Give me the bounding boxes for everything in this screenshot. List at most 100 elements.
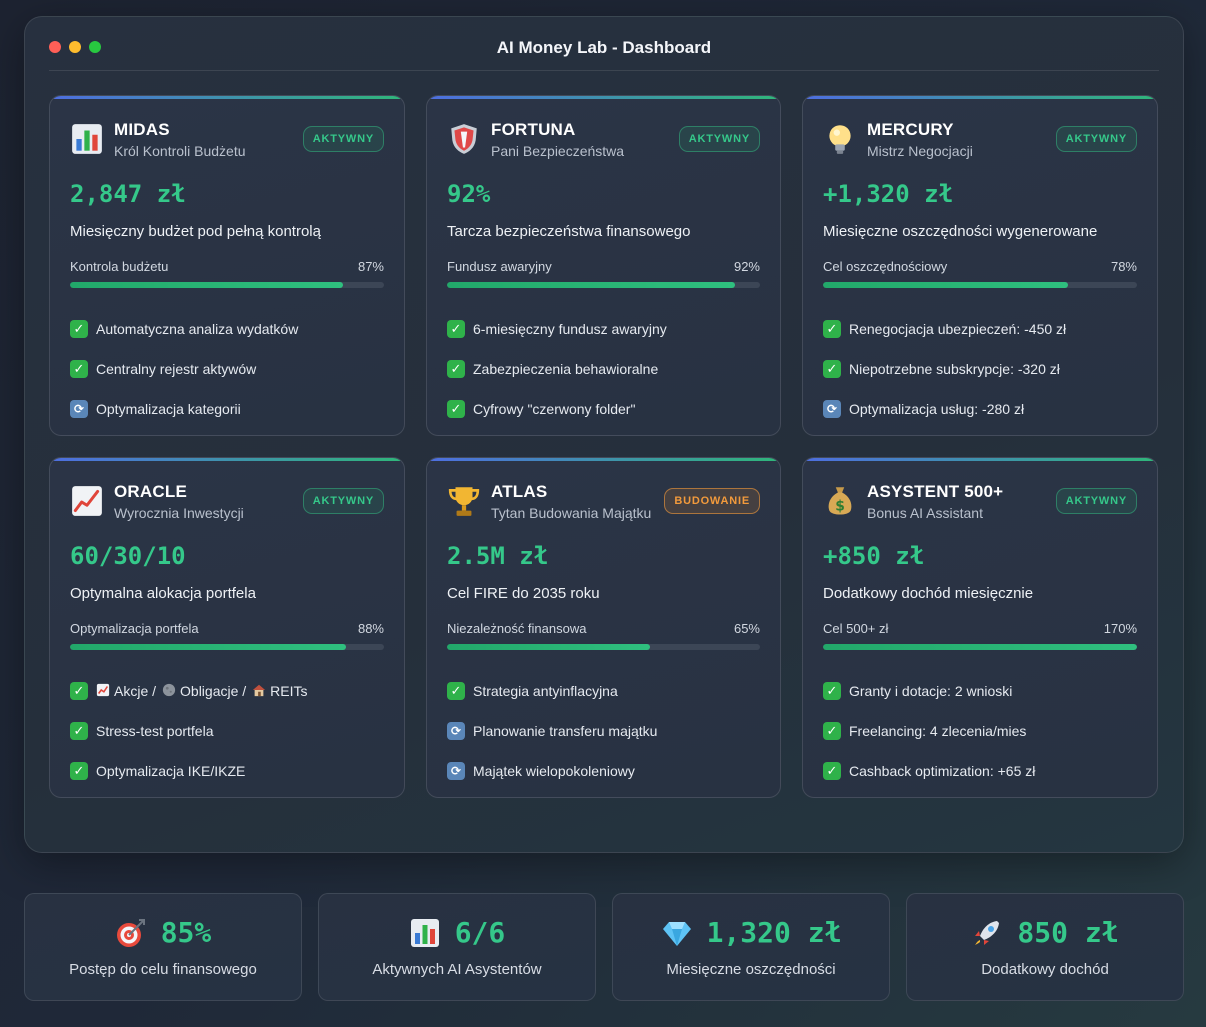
status-badge: BUDOWANIE — [664, 488, 760, 514]
bar-chart-icon — [70, 122, 104, 156]
target-icon — [115, 917, 147, 949]
checkmark-icon: ✓ — [823, 762, 841, 780]
progress-label: Cel 500+ zł — [823, 621, 889, 636]
feature-item: ⟳ Optymalizacja kategorii — [70, 389, 394, 429]
feature-text: Zabezpieczenia behawioralne — [473, 361, 659, 377]
assistant-card[interactable]: MERCURY Mistrz Negocjacji AKTYWNY +1,320 zł… — [802, 95, 1158, 436]
feature-part-text: Obligacje / — [180, 683, 247, 699]
assistant-card-grid: MIDAS Król Kontroli Budżetu AKTYWNY 2,847 z… — [49, 95, 1158, 798]
feature-list: ✓ Strategia antyinflacyjna ⟳ Planowanie tra… — [447, 671, 770, 791]
progress-bar-fill — [447, 644, 651, 650]
light-bulb-icon — [823, 122, 857, 156]
progress-value: 88% — [357, 621, 384, 636]
card-subtitle: Król Kontroli Budżetu — [114, 143, 246, 159]
feature-text: Majątek wielopokoleniowy — [473, 763, 635, 779]
card-description: Optymalna alokacja portfela — [70, 585, 256, 602]
assistant-card[interactable]: MIDAS Król Kontroli Budżetu AKTYWNY 2,847 z… — [49, 95, 405, 436]
checkmark-icon: ✓ — [823, 682, 841, 700]
card-subtitle: Bonus AI Assistant — [867, 505, 983, 521]
feature-item: ✓ Zabezpieczenia behawioralne — [447, 349, 770, 389]
progress-bar-fill — [447, 282, 735, 288]
card-description: Miesięczne oszczędności wygenerowane — [823, 223, 1098, 240]
progress-value: 92% — [733, 259, 760, 274]
feature-text: Granty i dotacje: 2 wnioski — [849, 683, 1013, 699]
status-badge: AKTYWNY — [1055, 126, 1137, 152]
feature-item: ⟳ Majątek wielopokoleniowy — [447, 751, 770, 791]
card-metric: 2,847 zł — [70, 180, 186, 208]
status-badge: AKTYWNY — [678, 126, 760, 152]
feature-text: Planowanie transferu majątku — [473, 723, 658, 739]
assistant-card[interactable]: FORTUNA Pani Bezpieczeństwa AKTYWNY 92% Tarc… — [426, 95, 781, 436]
card-title: ASYSTENT 500+ — [867, 482, 1004, 501]
bar-chart-icon — [409, 917, 441, 949]
feature-text: 6-miesięczny fundusz awaryjny — [473, 321, 667, 337]
progress-label: Fundusz awaryjny — [447, 259, 552, 274]
progress-bar-fill — [70, 644, 347, 650]
feature-list: ✓ Automatyczna analiza wydatków ✓ Centralny… — [70, 309, 394, 429]
assistant-card[interactable]: ORACLE Wyrocznia Inwestycji AKTYWNY 60/30/1… — [49, 457, 405, 798]
card-header: MERCURY Mistrz Negocjacji AKTYWNY — [823, 120, 1137, 160]
card-title: MIDAS — [114, 120, 170, 139]
checkmark-icon: ✓ — [823, 360, 841, 378]
close-window-button[interactable] — [49, 41, 61, 53]
card-metric: +1,320 zł — [823, 180, 954, 208]
feature-text: Optymalizacja kategorii — [96, 401, 241, 417]
card-title: MERCURY — [867, 120, 954, 139]
sync-icon: ⟳ — [447, 722, 465, 740]
minimize-window-button[interactable] — [69, 41, 81, 53]
checkmark-icon: ✓ — [823, 722, 841, 740]
progress-label: Kontrola budżetu — [70, 259, 169, 274]
shield-icon — [447, 122, 481, 156]
stat-value: 85% — [160, 916, 212, 949]
progress-bar — [70, 282, 384, 288]
feature-item: ⟳ Optymalizacja usług: -280 zł — [823, 389, 1147, 429]
card-subtitle: Pani Bezpieczeństwa — [491, 143, 625, 159]
checkmark-icon: ✓ — [70, 360, 88, 378]
card-header: ORACLE Wyrocznia Inwestycji AKTYWNY — [70, 482, 384, 522]
feature-item: ✓ Cyfrowy "czerwony folder" — [447, 389, 770, 429]
card-title: ATLAS — [491, 482, 548, 501]
card-description: Cel FIRE do 2035 roku — [447, 585, 600, 602]
feature-text: Centralny rejestr aktywów — [96, 361, 257, 377]
feature-item: ✓ 6-miesięczny fundusz awaryjny — [447, 309, 770, 349]
feature-text: Optymalizacja usług: -280 zł — [849, 401, 1025, 417]
checkmark-icon: ✓ — [70, 682, 88, 700]
money-bag-icon: $ — [823, 484, 857, 518]
card-header: MIDAS Król Kontroli Budżetu AKTYWNY — [70, 120, 384, 160]
feature-item: ✓ Granty i dotacje: 2 wnioski — [823, 671, 1147, 711]
card-header: $ ASYSTENT 500+ Bonus AI Assistant AKTYWNY — [823, 482, 1137, 522]
progress-bar — [823, 282, 1137, 288]
feature-item: ✓ Akcje / Obligacje / REITs — [70, 671, 394, 711]
checkmark-icon: ✓ — [447, 320, 465, 338]
feature-text: Cashback optimization: +65 zł — [849, 763, 1036, 779]
feature-item: ✓ Strategia antyinflacyjna — [447, 671, 770, 711]
feature-list: ✓ Akcje / Obligacje / REITs ✓ Stress-test por… — [70, 671, 394, 791]
assistant-card[interactable]: $ ASYSTENT 500+ Bonus AI Assistant AKTYWNY +… — [802, 457, 1158, 798]
summary-stats-row: 85% Postęp do celu finansowego 6/6 Aktywnyc… — [24, 893, 1184, 1001]
moon-icon — [162, 683, 176, 700]
progress-label: Niezależność finansowa — [447, 621, 587, 636]
feature-part-text: Akcje / — [114, 683, 157, 699]
checkmark-icon: ✓ — [447, 400, 465, 418]
feature-item: ✓ Renegocjacja ubezpieczeń: -450 zł — [823, 309, 1147, 349]
checkmark-icon: ✓ — [447, 360, 465, 378]
card-header: FORTUNA Pani Bezpieczeństwa AKTYWNY — [447, 120, 760, 160]
window-controls — [49, 41, 101, 53]
feature-list: ✓ Renegocjacja ubezpieczeń: -450 zł ✓ Niepo… — [823, 309, 1147, 429]
maximize-window-button[interactable] — [89, 41, 101, 53]
stat-value: 1,320 zł — [706, 916, 842, 949]
trophy-icon — [447, 484, 481, 518]
status-badge: AKTYWNY — [302, 126, 384, 152]
feature-item: ✓ Freelancing: 4 zlecenia/mies — [823, 711, 1147, 751]
house-icon — [252, 683, 266, 700]
feature-item: ✓ Centralny rejestr aktywów — [70, 349, 394, 389]
progress-bar — [70, 644, 384, 650]
sync-icon: ⟳ — [823, 400, 841, 418]
progress-bar — [823, 644, 1137, 650]
progress-bar — [447, 282, 760, 288]
progress-bar-fill — [823, 282, 1068, 288]
trending-up-icon — [70, 484, 104, 518]
feature-item: ✓ Niepotrzebne subskrypcje: -320 zł — [823, 349, 1147, 389]
assistant-card[interactable]: ATLAS Tytan Budowania Majątku BUDOWANIE 2.5… — [426, 457, 781, 798]
checkmark-icon: ✓ — [70, 722, 88, 740]
